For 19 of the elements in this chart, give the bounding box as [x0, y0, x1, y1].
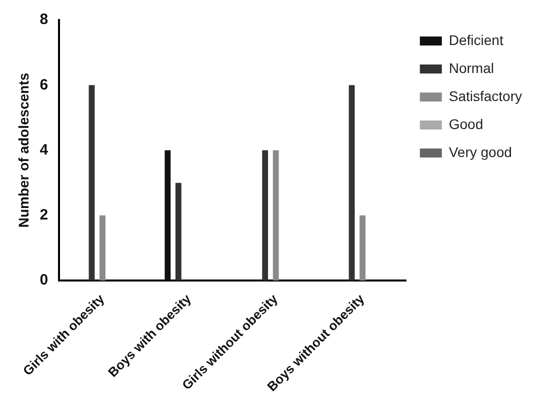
bar — [272, 150, 279, 281]
y-tick-label: 0 — [40, 272, 48, 289]
bar — [100, 215, 106, 281]
legend-label: Deficient — [448, 32, 504, 48]
bar — [88, 85, 95, 281]
y-axis-title: Number of adolescents — [15, 72, 32, 228]
legend-label: Very good — [448, 144, 512, 160]
bar — [175, 182, 182, 281]
y-tick-label: 2 — [40, 206, 48, 224]
y-tick-label: 8 — [40, 11, 48, 28]
bar — [360, 215, 366, 281]
y-tick-label: 4 — [40, 141, 49, 158]
legend-label: Good — [448, 116, 484, 132]
y-tick-label: 6 — [40, 76, 48, 94]
legend-label: Normal — [448, 60, 494, 76]
bar — [164, 150, 171, 281]
bar — [262, 150, 268, 281]
legend-label: Satisfactory — [448, 88, 522, 104]
bar — [348, 85, 355, 281]
